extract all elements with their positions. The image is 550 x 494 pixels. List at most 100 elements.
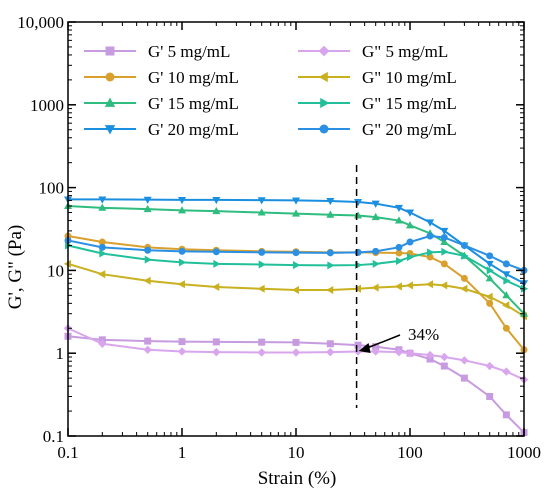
data-point xyxy=(405,209,415,217)
data-point xyxy=(371,283,379,292)
data-point xyxy=(98,238,106,246)
data-point xyxy=(258,260,266,269)
annotation-arrowhead xyxy=(358,343,371,353)
data-point xyxy=(144,255,152,264)
legend-label: G" 20 mg/mL xyxy=(362,120,457,139)
legend-item: G" 10 mg/mL xyxy=(298,68,457,87)
legend-marker xyxy=(319,124,329,134)
data-point xyxy=(502,367,511,376)
data-point xyxy=(98,203,107,211)
data-point xyxy=(405,349,415,358)
legend-marker xyxy=(318,71,328,83)
data-point xyxy=(426,232,434,240)
data-point xyxy=(372,343,380,351)
data-point xyxy=(371,200,380,208)
legend-marker xyxy=(104,97,116,107)
series-5 xyxy=(65,241,529,293)
data-point xyxy=(99,249,107,258)
legend-label: G" 15 mg/mL xyxy=(362,94,457,113)
series-line xyxy=(67,262,525,318)
legend-item: G' 20 mg/mL xyxy=(84,120,239,139)
legend-marker xyxy=(104,125,116,135)
data-point xyxy=(395,256,404,265)
data-point xyxy=(371,347,380,356)
legend-item: G' 15 mg/mL xyxy=(84,94,239,113)
data-point xyxy=(405,221,415,229)
x-tick-label: 100 xyxy=(397,443,423,462)
data-point xyxy=(257,208,266,216)
y-tick-label: 1 xyxy=(56,344,65,363)
data-point xyxy=(292,338,300,346)
data-point xyxy=(405,281,413,290)
data-point xyxy=(143,276,151,285)
data-point xyxy=(258,248,266,256)
data-point xyxy=(440,227,449,236)
data-point xyxy=(326,249,334,257)
data-point xyxy=(98,339,107,348)
legend: G' 5 mg/mL G' 10 mg/mL G' 15 mg/mL G' 20 mg… xyxy=(84,42,457,139)
data-point xyxy=(371,212,380,221)
data-point xyxy=(502,301,510,310)
data-point xyxy=(485,260,494,269)
data-point xyxy=(212,248,220,256)
data-point xyxy=(502,411,510,419)
data-point xyxy=(326,285,334,295)
data-point xyxy=(395,249,403,257)
data-point xyxy=(353,199,363,207)
x-tick-label: 10 xyxy=(288,443,305,462)
data-point xyxy=(177,347,187,356)
data-point xyxy=(485,292,493,301)
data-point xyxy=(485,361,494,371)
legend-item: G" 15 mg/mL xyxy=(298,94,457,113)
data-point xyxy=(354,248,362,256)
legend-label: G' 15 mg/mL xyxy=(148,94,239,113)
data-point xyxy=(144,246,152,254)
x-tick-label: 1000 xyxy=(507,443,541,462)
data-point xyxy=(257,284,265,293)
y-tick-label: 10 xyxy=(47,261,64,280)
legend-marker xyxy=(318,45,330,57)
data-point xyxy=(394,282,402,291)
x-tick-label: 1 xyxy=(178,443,187,462)
data-point xyxy=(212,196,221,205)
data-point xyxy=(326,210,335,218)
data-point xyxy=(425,350,435,360)
legend-label: G" 5 mg/mL xyxy=(362,42,448,61)
data-point xyxy=(144,337,152,345)
y-tick-label: 100 xyxy=(39,179,65,198)
data-point xyxy=(177,196,187,205)
data-point xyxy=(213,259,221,268)
data-point xyxy=(354,341,362,349)
legend-item: G' 5 mg/mL xyxy=(84,42,230,61)
legend-item: G" 5 mg/mL xyxy=(298,42,448,61)
data-point xyxy=(394,216,403,224)
data-point xyxy=(440,281,448,290)
data-point xyxy=(291,197,301,205)
data-point xyxy=(394,204,403,213)
data-point xyxy=(486,252,494,260)
y-tick-label: 1000 xyxy=(30,96,64,115)
data-point xyxy=(212,282,220,292)
data-point xyxy=(98,243,106,251)
data-point xyxy=(486,392,494,400)
data-point xyxy=(460,284,468,293)
series-1 xyxy=(63,324,529,384)
series-line xyxy=(68,198,525,285)
data-point xyxy=(178,247,186,255)
series-line xyxy=(67,204,525,315)
data-point xyxy=(486,266,494,275)
y-axis-title: G', G" (Pa) xyxy=(5,225,26,310)
data-point xyxy=(177,280,185,289)
legend-label: G' 5 mg/mL xyxy=(148,42,230,61)
data-point xyxy=(257,197,266,205)
data-point xyxy=(427,248,435,257)
data-point xyxy=(460,356,469,365)
data-point xyxy=(502,324,510,332)
axes: 0.1 1 10 100 1000 0.1 1 10 100 1000 10,000 xyxy=(17,13,541,462)
data-point xyxy=(460,241,468,249)
data-point xyxy=(395,243,403,251)
data-point xyxy=(441,247,449,256)
data-point xyxy=(372,247,380,255)
legend-marker xyxy=(320,97,330,109)
